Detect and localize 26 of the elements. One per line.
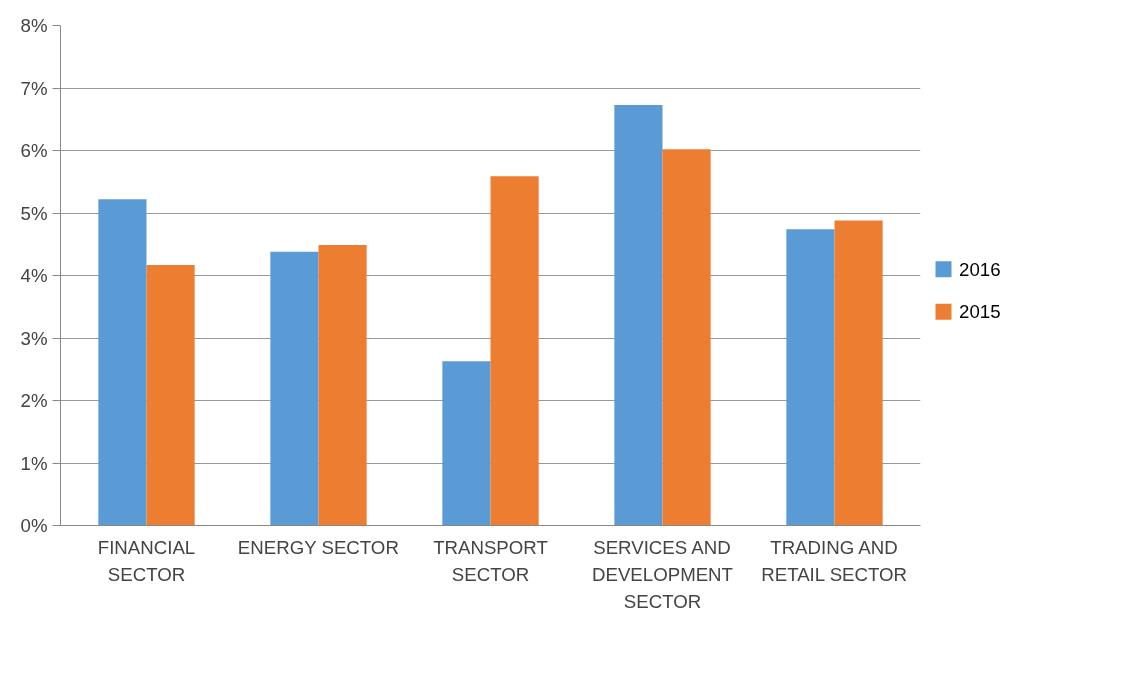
y-tick-label: 2%	[20, 390, 48, 411]
bar	[146, 264, 195, 526]
bar	[98, 199, 147, 526]
bar	[614, 104, 663, 526]
x-tick-label: FINANCIAL SECTOR	[97, 536, 196, 585]
x-tick-label: SERVICES AND DEVELOPMENT SECTOR	[592, 536, 734, 613]
y-tick-label: 0%	[20, 515, 48, 536]
bar	[270, 251, 319, 526]
x-tick-label: ENERGY SECTOR	[237, 536, 399, 558]
x-tick-label: TRANSPORT SECTOR	[433, 536, 548, 585]
bar	[318, 244, 367, 526]
y-tick-label: 4%	[20, 265, 48, 286]
bar	[442, 361, 491, 526]
y-tick-label: 1%	[20, 452, 48, 474]
y-tick-label: 8%	[20, 15, 48, 36]
y-tick-label: 7%	[20, 77, 48, 99]
y-tick-label: 5%	[20, 202, 48, 224]
y-tick-label: 3%	[20, 327, 48, 349]
x-tick-label: TRADING AND RETAIL SECTOR	[761, 536, 908, 585]
legend-label: 2015	[959, 301, 1001, 323]
bar	[834, 220, 883, 526]
bar	[786, 229, 835, 526]
legend-label: 2016	[959, 258, 1001, 280]
bar	[490, 176, 539, 526]
bar	[662, 149, 711, 526]
y-tick-label: 6%	[20, 140, 48, 161]
